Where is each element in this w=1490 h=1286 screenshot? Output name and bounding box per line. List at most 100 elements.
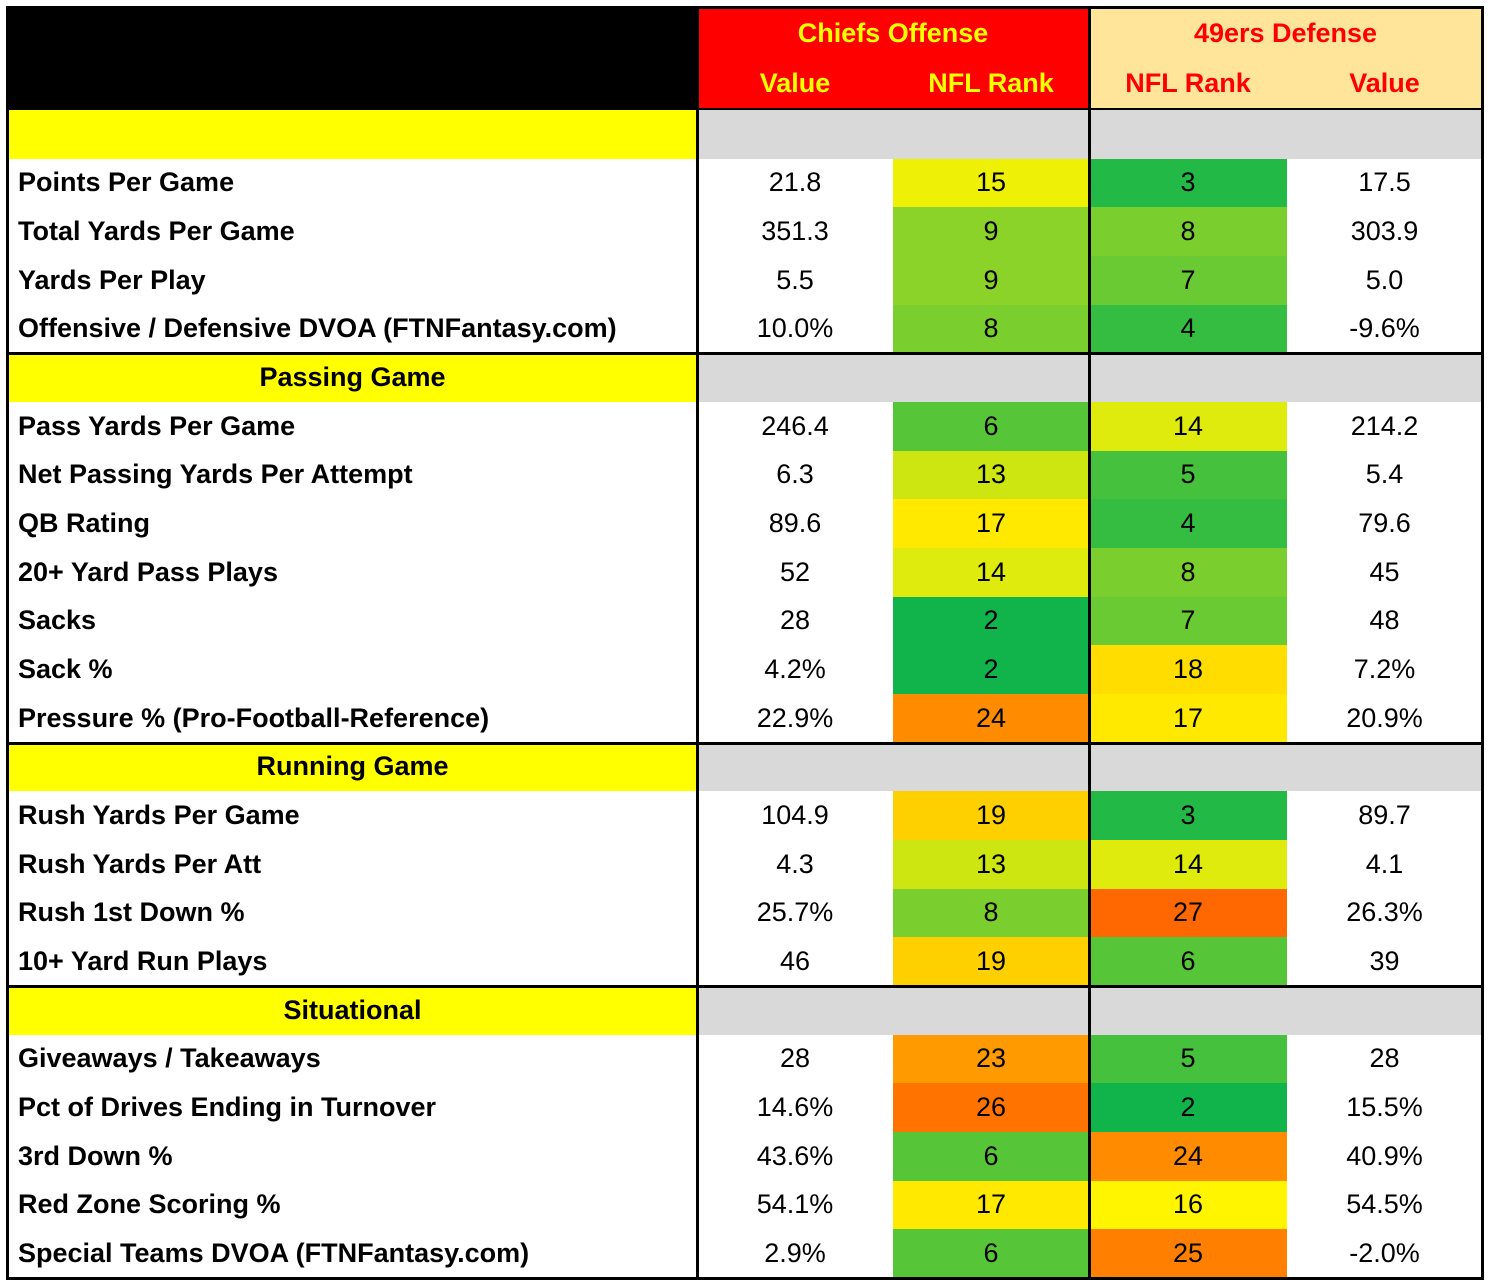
rank-cell: 17	[893, 1180, 1089, 1230]
value-cell: 26.3%	[1346, 897, 1423, 928]
value-cell: 54.1%	[756, 1189, 834, 1220]
section-header: Running Game	[8, 742, 697, 792]
rank-cell: 7	[1089, 596, 1287, 646]
value-cell: 48	[1369, 605, 1400, 636]
value-cell: 20.9%	[1346, 702, 1423, 733]
border	[1088, 6, 1091, 1280]
value-cell: 6.3	[776, 459, 814, 490]
rank-cell: 6	[1089, 937, 1287, 986]
rank-cell: 7	[1089, 256, 1287, 305]
value-cell: 104.9	[761, 800, 829, 831]
rank-cell: 6	[893, 402, 1089, 451]
group-header: 49ers Defense	[1089, 8, 1482, 58]
section-header	[8, 110, 697, 159]
value-cell: 28	[779, 1043, 811, 1074]
rank-cell: 13	[893, 840, 1089, 889]
column-header: NFL Rank	[1089, 58, 1287, 108]
rank-cell: 3	[1089, 158, 1287, 208]
rank-cell: 6	[893, 1132, 1089, 1181]
value-cell: 28	[779, 605, 811, 636]
value-cell: 52	[779, 556, 811, 587]
value-cell: 25.7%	[756, 897, 834, 928]
column-header: NFL Rank	[893, 58, 1089, 108]
value-cell: 39	[1369, 946, 1400, 977]
rank-cell: 18	[1089, 645, 1287, 694]
rank-cell: 2	[893, 645, 1089, 694]
rank-cell: 8	[1089, 548, 1287, 597]
row-label: 20+ Yard Pass Plays	[18, 556, 278, 587]
rank-cell: 2	[893, 596, 1089, 646]
value-cell: 351.3	[761, 216, 829, 247]
value-cell: 43.6%	[756, 1140, 834, 1171]
rank-cell: 23	[893, 1034, 1089, 1084]
value-cell: 15.5%	[1346, 1092, 1423, 1123]
row-label: Rush Yards Per Game	[18, 800, 300, 831]
value-cell: 5.0	[1365, 264, 1404, 295]
value-cell: 22.9%	[756, 702, 834, 733]
value-cell: -9.6%	[1349, 313, 1420, 344]
value-cell: 89.6	[768, 508, 822, 539]
value-cell: 89.7	[1358, 800, 1411, 831]
rank-cell: 5	[1089, 450, 1287, 500]
row-label: Yards Per Play	[18, 264, 206, 295]
rank-cell: 19	[893, 937, 1089, 986]
value-cell: 303.9	[1350, 216, 1419, 247]
row-label: Pressure % (Pro-Football-Reference)	[18, 702, 490, 733]
rank-cell: 17	[893, 499, 1089, 548]
value-cell: 21.8	[768, 167, 822, 198]
value-cell: 7.2%	[1353, 654, 1416, 685]
border	[6, 6, 1484, 9]
row-label: QB Rating	[18, 508, 150, 539]
rank-cell: 24	[893, 694, 1089, 743]
value-cell: 79.6	[1358, 508, 1411, 539]
row-label: Special Teams DVOA (FTNFantasy.com)	[18, 1238, 530, 1269]
rank-cell: 8	[1089, 207, 1287, 256]
rank-cell: 9	[893, 207, 1089, 256]
rank-cell: 9	[893, 256, 1089, 305]
row-label: 3rd Down %	[18, 1140, 173, 1171]
value-cell: 45	[1369, 556, 1400, 587]
section-header: Situational	[8, 986, 697, 1035]
section-header: Passing Game	[8, 353, 697, 402]
border	[6, 1277, 1484, 1280]
row-label: Total Yards Per Game	[18, 216, 295, 247]
rank-cell: 8	[893, 888, 1089, 938]
value-cell: 10.0%	[756, 313, 834, 344]
border	[6, 741, 1484, 745]
border	[6, 985, 1484, 988]
value-cell: 214.2	[1350, 410, 1419, 441]
rank-cell: 3	[1089, 791, 1287, 840]
value-cell: 5.5	[776, 264, 814, 295]
rank-cell: 15	[893, 158, 1089, 208]
row-label: Points Per Game	[18, 167, 235, 198]
value-cell: 28	[1369, 1043, 1400, 1074]
rank-cell: 17	[1089, 694, 1287, 743]
row-label: Offensive / Defensive DVOA (FTNFantasy.c…	[18, 313, 617, 344]
row-label: Pct of Drives Ending in Turnover	[18, 1092, 437, 1123]
rank-cell: 27	[1089, 888, 1287, 938]
rank-cell: 2	[1089, 1083, 1287, 1132]
rank-cell: 13	[893, 450, 1089, 500]
border	[6, 6, 9, 1280]
header-blank	[8, 8, 697, 108]
rank-cell: 8	[893, 304, 1089, 354]
border	[1481, 6, 1484, 1280]
row-label: Pass Yards Per Game	[18, 410, 296, 441]
value-cell: 46	[779, 946, 811, 977]
rank-cell: 14	[1089, 402, 1287, 451]
rank-cell: 19	[893, 791, 1089, 840]
border	[6, 108, 1484, 110]
rank-cell: 26	[893, 1083, 1089, 1132]
rank-cell: 4	[1089, 499, 1287, 548]
border	[696, 6, 699, 1280]
value-cell: 4.2%	[764, 654, 826, 685]
row-label: Giveaways / Takeaways	[18, 1043, 321, 1074]
value-cell: 54.5%	[1346, 1189, 1423, 1220]
value-cell: 2.9%	[764, 1238, 826, 1269]
rank-cell: 14	[1089, 840, 1287, 889]
border	[6, 352, 1484, 356]
rank-cell: 25	[1089, 1229, 1287, 1278]
value-cell: 40.9%	[1346, 1140, 1423, 1171]
rank-cell: 16	[1089, 1180, 1287, 1230]
